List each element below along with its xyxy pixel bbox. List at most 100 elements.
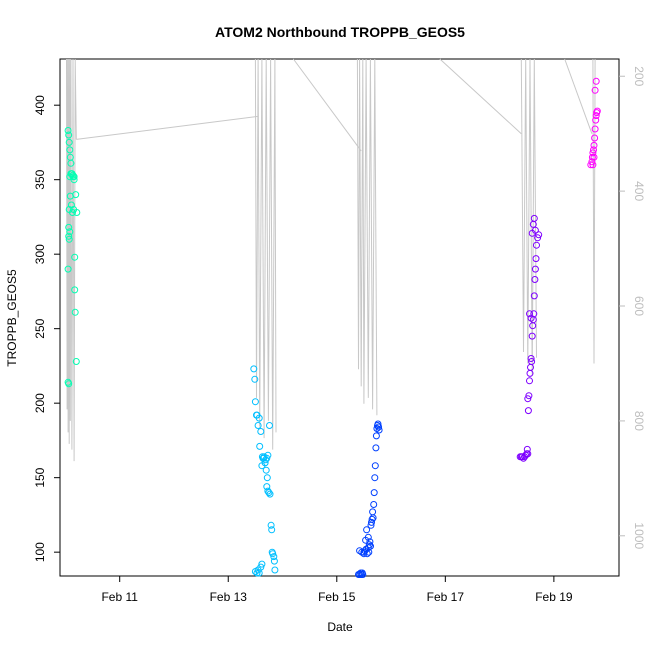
data-point [371, 474, 379, 482]
data-point [590, 141, 598, 149]
data-point [263, 474, 271, 482]
pressure-trace-5 [356, 58, 378, 416]
data-point [65, 235, 73, 243]
x-tick-label: Feb 19 [535, 590, 573, 604]
data-point [359, 571, 367, 578]
data-point [266, 490, 274, 498]
y-axis: 100 150 200 250 300 350 400 [33, 95, 60, 562]
y-tick-label: 250 [33, 318, 47, 338]
data-point [531, 226, 539, 234]
y-tick-label: 100 [33, 542, 47, 562]
data-point [257, 563, 265, 571]
data-point [258, 560, 266, 568]
pressure-trace-7 [520, 58, 537, 375]
data-point [375, 426, 383, 434]
data-point [369, 508, 377, 516]
data-point [588, 158, 596, 166]
data-point [590, 153, 598, 161]
data-point [371, 462, 379, 470]
data-point [363, 526, 371, 534]
plot-frame [59, 58, 620, 577]
data-point [589, 161, 597, 169]
data-point [523, 445, 531, 453]
data-point [251, 398, 259, 406]
data-point [592, 77, 600, 85]
data-point [526, 310, 533, 318]
y2-tick-label: 800 [632, 411, 646, 431]
data-point [65, 380, 73, 388]
data-point [67, 159, 75, 167]
data-points [64, 77, 601, 578]
pressure-trace-2 [76, 115, 259, 140]
data-point [532, 255, 540, 263]
data-point [370, 501, 378, 508]
data-point [524, 407, 532, 415]
data-point [592, 112, 600, 120]
data-point [524, 450, 532, 458]
right-axis: 200 400 600 800 1000 [619, 66, 646, 549]
data-point [73, 209, 81, 216]
data-point [375, 423, 383, 431]
data-point [270, 557, 278, 565]
data-point [526, 377, 533, 385]
y-axis-label: TROPPB_GEOS5 [5, 269, 19, 367]
pressure-trace-1 [66, 58, 77, 462]
data-point [65, 232, 73, 240]
data-point [591, 86, 599, 94]
y2-tick-label: 600 [632, 296, 646, 316]
data-point [365, 541, 373, 549]
data-point [531, 265, 539, 273]
data-point [262, 466, 270, 474]
data-point [72, 358, 80, 365]
pressure-traces [66, 58, 596, 462]
y2-tick-label: 1000 [632, 522, 646, 549]
data-point [591, 134, 599, 142]
data-point [528, 358, 536, 365]
data-point [254, 422, 262, 429]
data-point [268, 526, 276, 534]
data-point [70, 173, 78, 181]
data-point [64, 265, 72, 273]
x-tick-label: Feb 15 [318, 590, 356, 604]
data-point [69, 171, 77, 179]
data-point [528, 332, 536, 340]
data-point [65, 131, 73, 139]
data-point [257, 428, 265, 435]
data-point [261, 459, 269, 467]
data-point [263, 454, 271, 462]
data-point [531, 276, 539, 283]
x-tick-label: Feb 11 [101, 590, 138, 604]
data-point [364, 544, 372, 552]
data-point [533, 241, 540, 249]
data-point [66, 228, 74, 236]
y2-tick-label: 400 [632, 181, 646, 201]
y-tick-label: 400 [33, 95, 47, 115]
data-point [267, 521, 275, 529]
y-tick-label: 150 [33, 467, 47, 487]
data-point [527, 314, 535, 322]
pressure-trace-6 [439, 58, 522, 135]
data-point [530, 292, 538, 300]
data-point [368, 518, 375, 526]
data-point [253, 569, 261, 577]
data-point [589, 149, 597, 157]
x-tick-label: Feb 17 [427, 590, 465, 604]
data-point [364, 533, 372, 541]
data-point [530, 214, 538, 222]
data-point [65, 223, 73, 231]
data-point [266, 422, 273, 429]
data-point [370, 489, 378, 497]
data-point [270, 553, 278, 561]
pressure-trace-3 [254, 58, 277, 450]
data-point [264, 451, 272, 459]
data-point [71, 253, 79, 261]
data-point [524, 395, 532, 403]
data-point [372, 444, 380, 452]
y-tick-label: 200 [33, 393, 47, 413]
chart-title: ATOM2 Northbound TROPPB_GEOS5 [215, 24, 465, 40]
pressure-trace-4 [292, 58, 362, 152]
data-point [591, 125, 599, 133]
data-point [256, 442, 264, 450]
data-point [250, 365, 258, 373]
